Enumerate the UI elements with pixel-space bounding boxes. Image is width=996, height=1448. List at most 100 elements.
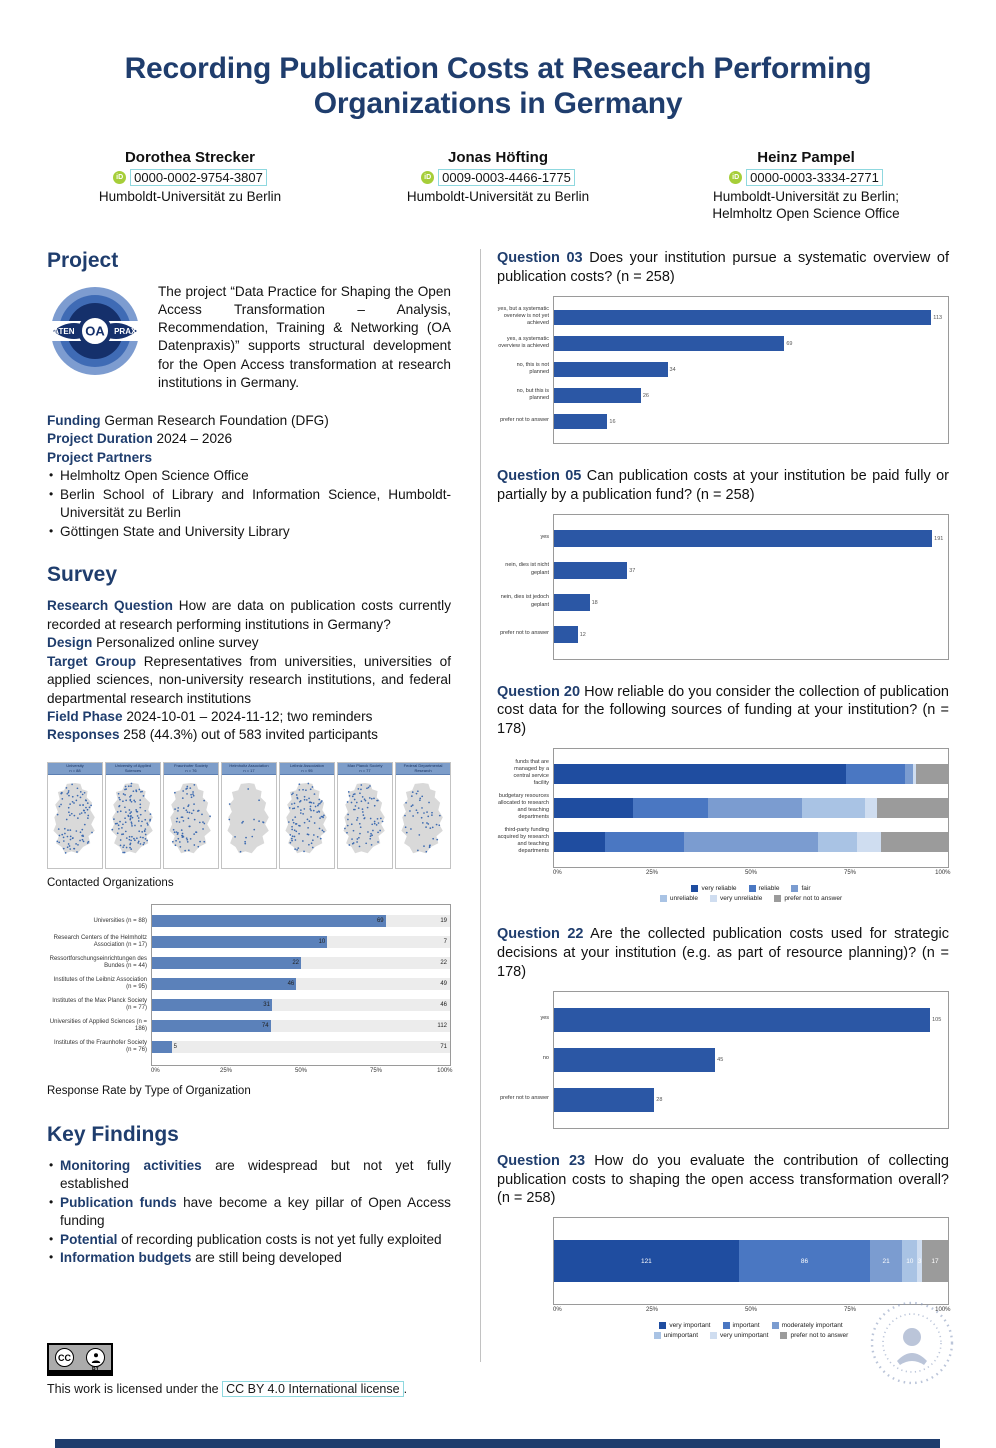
bar xyxy=(554,626,578,644)
author-block: Jonas Höfting iD 0009-0003-4466-1775 Humbol… xyxy=(362,149,634,224)
map-panel-n: n = 186 xyxy=(107,773,159,774)
axis-tick: 25% xyxy=(645,870,659,877)
chart-plot-col: 113 69 34 26 16 xyxy=(553,295,949,444)
stack-segment xyxy=(554,764,846,785)
chart-row: 12 xyxy=(554,619,948,651)
response-chart-category: Universities (n = 88) xyxy=(93,917,147,924)
project-field-line: Project Duration 2024 – 2026 xyxy=(47,430,451,448)
bar-value: 74 xyxy=(261,1023,269,1030)
key-finding-lead: Potential xyxy=(60,1231,118,1247)
stack-segment: 21 xyxy=(870,1240,903,1283)
legend-item: prefer not to answer xyxy=(774,895,842,903)
person-icon xyxy=(86,1348,105,1367)
legend-label: unreliable xyxy=(669,895,699,903)
stacked-bar xyxy=(554,832,948,853)
map-panel: University of Applied Sciencesn = 186 xyxy=(105,761,161,869)
axis-tick: 50% xyxy=(294,1067,308,1074)
project-field-label: Funding xyxy=(47,412,101,428)
bar-value: 34 xyxy=(669,366,676,373)
author-affiliation: Humboldt-Universität zu Berlin; xyxy=(712,188,900,204)
orcid-id-link[interactable]: 0000-0002-9754-3807 xyxy=(130,168,267,186)
author-name: Jonas Höfting xyxy=(448,148,548,166)
key-finding-lead: Information budgets xyxy=(60,1250,192,1266)
chart-labels: yes no prefer not to answer xyxy=(497,991,553,1129)
question-text: Does your institution pursue a systemati… xyxy=(497,250,949,286)
chart-category: prefer not to answer xyxy=(500,417,549,424)
map-panel-n: n = 88 xyxy=(69,767,81,773)
chart-row: 69 19 xyxy=(152,911,450,932)
survey-field-line: Design Personalized online survey xyxy=(47,634,451,652)
orcid-icon: iD xyxy=(113,170,127,184)
map-panel: Helmholtz Association n = 17 xyxy=(221,761,277,869)
bar xyxy=(554,362,668,378)
bar-track: 69 19 xyxy=(152,915,450,928)
segment-value: 17 xyxy=(931,1257,939,1265)
stack-segment xyxy=(865,798,878,819)
authors-row: Dorothea Strecker iD 0000-0002-9754-3807 Hu… xyxy=(20,149,976,224)
legend-swatch xyxy=(691,885,699,893)
orcid-icon: iD xyxy=(421,170,435,184)
question-block-q20: Question 20 How reliable do you consider… xyxy=(497,683,951,903)
question-number: Question 20 xyxy=(497,683,581,700)
bar-track: 46 49 xyxy=(152,978,450,991)
map-panel-header: Leibniz Association n = 95 xyxy=(280,762,334,775)
legend-swatch xyxy=(780,1332,788,1340)
poster-footer-bar xyxy=(55,1439,940,1448)
project-intro: OA DATEN PRAXIS The project “Data Practice… xyxy=(47,283,451,391)
bar-value: 5 xyxy=(173,1044,177,1051)
bar-value: 69 xyxy=(376,918,384,925)
chart-plot: 191 37 18 12 xyxy=(553,513,949,660)
survey-field-line: Target Group Representatives from univer… xyxy=(47,653,451,708)
survey-field-text: Personalized online survey xyxy=(92,635,259,651)
column-divider xyxy=(480,249,481,1363)
legend-label: unimportant xyxy=(663,1332,699,1340)
legend-item: unimportant xyxy=(653,1332,699,1340)
stack-segment xyxy=(684,832,818,853)
response-bar xyxy=(152,1020,271,1033)
segment-value: 21 xyxy=(882,1257,890,1265)
segment-value: 10 xyxy=(906,1257,914,1265)
bar xyxy=(554,388,641,404)
orcid-id-link[interactable]: 0009-0003-4466-1775 xyxy=(438,168,575,186)
maps-caption: Contacted Organizations xyxy=(47,876,174,889)
bar-value: 28 xyxy=(656,1096,663,1103)
map-panel-header: Max Planck Society n = 77 xyxy=(338,762,392,775)
author-block: Dorothea Strecker iD 0000-0002-9754-3807 Hu… xyxy=(54,149,326,224)
stack-segment xyxy=(880,832,948,853)
bar xyxy=(554,310,932,326)
stack-segment: 17 xyxy=(922,1240,948,1283)
germany-map xyxy=(169,782,211,854)
bar-value: 22 xyxy=(292,960,299,967)
contacted-organizations-maps: University n = 88 University of Applied Sc… xyxy=(47,761,451,869)
legend-item: very important xyxy=(659,1322,711,1330)
project-field-text: German Research Foundation (DFG) xyxy=(100,412,329,428)
key-finding-text: have become a key pillar of Open Access … xyxy=(60,1194,451,1229)
axis-tick: 100% xyxy=(935,870,951,877)
chart-row: 22 22 xyxy=(152,953,450,974)
chart-row: 26 xyxy=(554,383,948,409)
legend-swatch xyxy=(791,885,799,893)
legend-label: fair xyxy=(801,885,811,893)
legend-row: unimportant very unimportant prefer not to… xyxy=(653,1332,849,1340)
chart-row: 46 49 xyxy=(152,974,450,995)
survey-field-text: 2024-10-01 – 2024-11-12; two reminders xyxy=(122,708,373,724)
legend-label: important xyxy=(732,1322,760,1330)
chart-row: 28 xyxy=(554,1080,948,1120)
author-name: Heinz Pampel xyxy=(757,148,855,166)
cc-by-label: BY xyxy=(92,1366,99,1372)
survey-field-line: Responses 258 (44.3%) out of 583 invited… xyxy=(47,726,451,744)
license-link[interactable]: CC BY 4.0 International license xyxy=(222,1381,404,1397)
bar-value: 191 xyxy=(934,535,944,542)
chart-category: yes, a systematic overview is achieved xyxy=(498,335,549,349)
response-chart-category: Institutes of the Leibniz Association (n… xyxy=(53,976,147,991)
orcid-row: iD 0009-0003-4466-1775 xyxy=(362,168,634,186)
orcid-id-link[interactable]: 0000-0003-3334-2771 xyxy=(746,168,883,186)
partner-item: Berlin School of Library and Information… xyxy=(47,486,451,523)
remainder-value: 22 xyxy=(440,960,447,967)
map-panel-n: n = 95 xyxy=(301,767,313,773)
legend-label: prefer not to answer xyxy=(790,1332,849,1340)
survey-field-label: Design xyxy=(47,635,93,651)
chart-category: prefer not to answer xyxy=(500,630,549,637)
project-field-label: Project Duration xyxy=(47,431,153,447)
legend-row: very reliable reliable fair xyxy=(691,885,811,893)
